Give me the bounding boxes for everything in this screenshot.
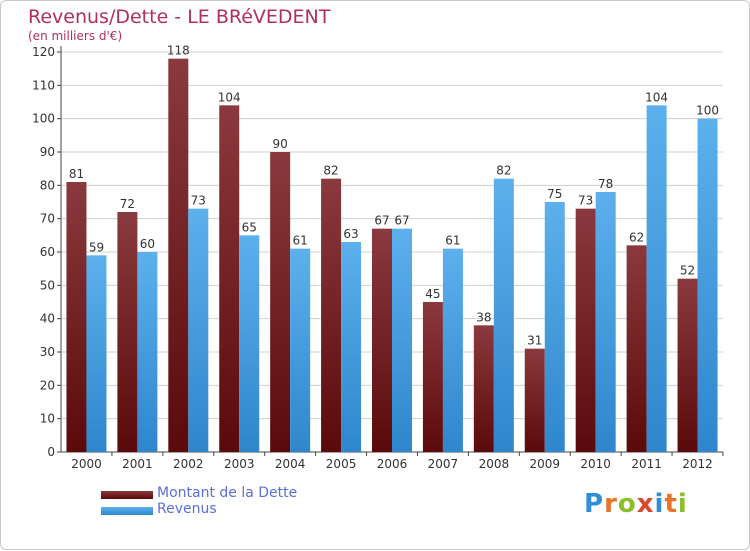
bar-revenus xyxy=(493,178,514,452)
chart-title: Revenus/Dette - LE BRéVEDENT xyxy=(28,6,331,28)
bar-dette xyxy=(117,212,138,452)
y-tick-label: 0 xyxy=(47,445,55,459)
data-label: 78 xyxy=(598,177,613,191)
bar-dette xyxy=(168,58,189,453)
x-tick-label: 2011 xyxy=(631,457,662,471)
data-label: 82 xyxy=(496,164,511,178)
y-tick-label: 60 xyxy=(40,245,55,259)
data-label: 118 xyxy=(167,44,190,58)
data-label: 52 xyxy=(680,264,695,278)
y-tick-label: 90 xyxy=(40,145,55,159)
data-label: 67 xyxy=(394,214,409,228)
bar-revenus xyxy=(86,255,107,452)
data-label: 60 xyxy=(140,237,155,251)
bar-revenus xyxy=(442,248,463,452)
proxiti-logo: Proxiti xyxy=(584,489,688,519)
x-tick-label: 2004 xyxy=(275,457,306,471)
data-label: 31 xyxy=(527,334,542,348)
y-tick-label: 70 xyxy=(40,212,55,226)
data-label: 100 xyxy=(696,104,719,118)
data-label: 75 xyxy=(547,187,562,201)
x-tick-label: 2008 xyxy=(479,457,510,471)
data-label: 63 xyxy=(343,227,358,241)
logo-letter: i xyxy=(677,489,688,519)
data-label: 62 xyxy=(629,230,644,244)
bar-revenus xyxy=(290,248,311,452)
x-tick-label: 2007 xyxy=(428,457,459,471)
x-tick-label: 2010 xyxy=(580,457,611,471)
logo-letter: r xyxy=(604,489,618,519)
data-label: 73 xyxy=(578,194,593,208)
y-tick-label: 30 xyxy=(40,345,55,359)
bar-revenus xyxy=(137,252,158,452)
logo-letter: i xyxy=(654,489,665,519)
bar-revenus xyxy=(595,192,616,452)
legend-label-revenus: Revenus xyxy=(157,501,217,517)
bar-dette xyxy=(524,348,545,452)
y-tick-label: 100 xyxy=(32,112,55,126)
bar-dette xyxy=(270,152,291,452)
bar-revenus xyxy=(239,235,260,452)
data-label: 38 xyxy=(476,310,491,324)
bar-dette xyxy=(372,228,392,452)
bar-dette xyxy=(422,302,443,452)
data-label: 65 xyxy=(242,220,257,234)
x-tick-label: 2005 xyxy=(326,457,357,471)
bar-dette xyxy=(219,105,240,452)
x-tick-label: 2006 xyxy=(377,457,408,471)
data-label: 104 xyxy=(645,90,668,104)
data-label: 61 xyxy=(445,234,460,248)
data-label: 73 xyxy=(191,194,206,208)
y-tick-label: 40 xyxy=(40,312,55,326)
bar-revenus xyxy=(188,208,209,452)
logo-letter: x xyxy=(636,489,655,519)
legend-label-dette: Montant de la Dette xyxy=(157,485,298,501)
x-tick-label: 2001 xyxy=(122,457,153,471)
legend-swatch-revenus xyxy=(101,507,153,515)
x-tick-label: 2009 xyxy=(529,457,560,471)
bar-revenus xyxy=(392,228,412,452)
y-tick-label: 20 xyxy=(40,378,55,392)
x-tick-label: 2000 xyxy=(71,457,102,471)
bar-revenus xyxy=(646,105,667,452)
y-tick-label: 50 xyxy=(40,278,55,292)
data-label: 59 xyxy=(89,240,104,254)
y-tick-label: 10 xyxy=(40,412,55,426)
logo-letter: o xyxy=(617,489,637,519)
data-label: 90 xyxy=(273,137,288,151)
bar-dette xyxy=(677,278,698,452)
y-tick-label: 120 xyxy=(32,45,55,59)
logo-letter: t xyxy=(664,489,678,519)
data-label: 81 xyxy=(69,167,84,181)
bar-revenus xyxy=(544,202,565,452)
bar-dette xyxy=(473,325,494,452)
bar-revenus xyxy=(697,118,718,453)
data-label: 104 xyxy=(218,90,241,104)
data-label: 67 xyxy=(374,214,389,228)
y-tick-label: 80 xyxy=(40,178,55,192)
bar-dette xyxy=(575,208,596,452)
x-tick-label: 2002 xyxy=(173,457,204,471)
bar-dette xyxy=(626,245,647,452)
data-label: 61 xyxy=(293,234,308,248)
data-label: 72 xyxy=(120,197,135,211)
logo-letter: P xyxy=(584,489,605,519)
chart-subtitle: (en milliers d'€) xyxy=(28,29,123,43)
y-tick-label: 110 xyxy=(32,78,55,92)
x-tick-label: 2003 xyxy=(224,457,255,471)
bar-dette xyxy=(321,178,342,452)
data-label: 45 xyxy=(425,287,440,301)
bar-revenus xyxy=(341,242,362,452)
data-label: 82 xyxy=(323,164,338,178)
bar-dette xyxy=(66,182,87,452)
legend-swatch-dette xyxy=(101,491,153,499)
x-tick-label: 2012 xyxy=(682,457,713,471)
